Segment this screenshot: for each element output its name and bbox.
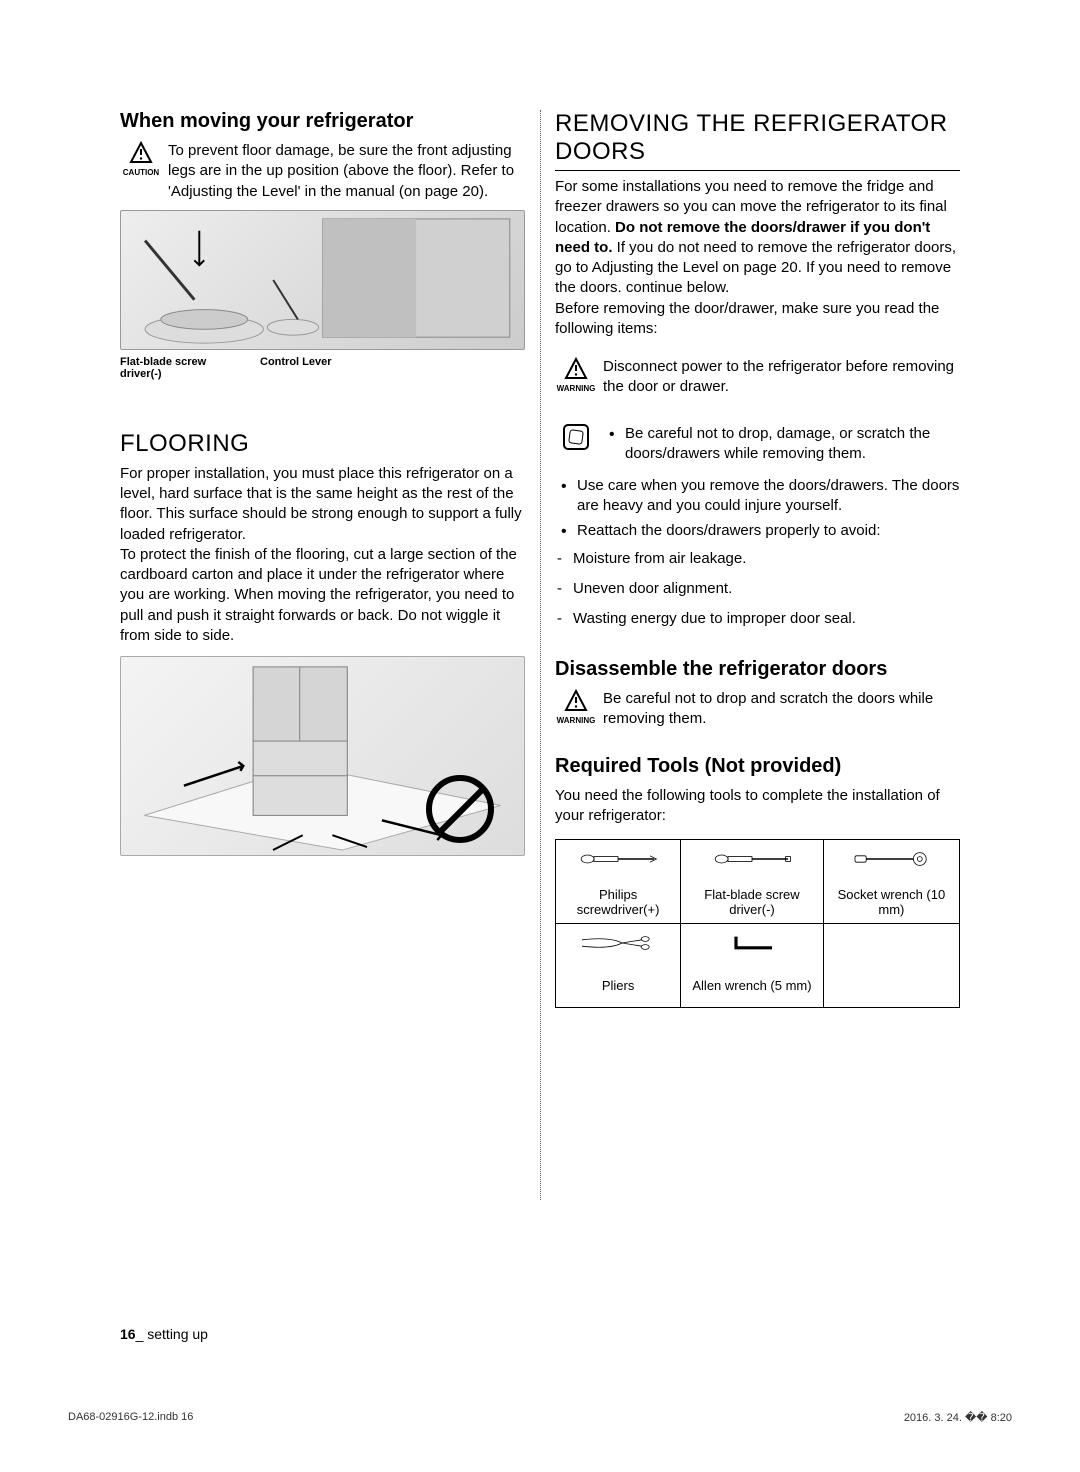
label-flat-blade: Flat-blade screw driver(-) xyxy=(120,356,240,380)
label-control-lever: Control Lever xyxy=(260,356,332,380)
page-number: 16 xyxy=(120,1326,136,1342)
note-icon-col xyxy=(555,424,597,455)
bullet-1: Be careful not to drop, damage, or scrat… xyxy=(603,424,960,465)
column-divider xyxy=(540,110,541,1200)
caution-text: To prevent floor damage, be sure the fro… xyxy=(168,141,525,202)
warn-icon-col-2: WARNING xyxy=(555,689,597,725)
note-block: Be careful not to drop, damage, or scrat… xyxy=(555,424,960,469)
dash-2: Uneven door alignment. xyxy=(555,579,960,599)
warning-text-2: Be careful not to drop and scratch the d… xyxy=(603,689,960,730)
tool-icon-pliers xyxy=(556,923,681,965)
dash-list: Moisture from air leakage. Uneven door a… xyxy=(555,549,960,630)
warning-disassemble: WARNING Be careful not to drop and scrat… xyxy=(555,689,960,730)
removing-heading: REMOVING THE REFRIGERATOR DOORS xyxy=(555,110,960,171)
flooring-image xyxy=(120,656,525,856)
footer-meta: DA68-02916G-12.indb 16 2016. 3. 24. �� 8… xyxy=(68,1411,1012,1424)
page-content: When moving your refrigerator CAUTION To… xyxy=(120,110,960,1008)
dash-3: Wasting energy due to improper door seal… xyxy=(555,609,960,629)
tools-heading: Required Tools (Not provided) xyxy=(555,755,960,778)
removing-intro: For some installations you need to remov… xyxy=(555,177,960,299)
tool-label-pliers: Pliers xyxy=(556,965,681,1007)
tool-label-socket: Socket wrench (10 mm) xyxy=(823,881,959,923)
tool-label-allen: Allen wrench (5 mm) xyxy=(681,965,824,1007)
right-column: REMOVING THE REFRIGERATOR DOORS For some… xyxy=(555,110,960,1008)
footer-page: 16_ setting up xyxy=(120,1326,208,1342)
tool-icon-flatblade xyxy=(681,839,824,881)
tool-label-flatblade: Flat-blade screw driver(-) xyxy=(681,881,824,923)
warning-label: WARNING xyxy=(555,384,597,393)
prohibit-icon xyxy=(426,775,494,843)
tools-table: Philips screwdriver(+) Flat-blade screw … xyxy=(555,839,960,1008)
caution-block: CAUTION To prevent floor damage, be sure… xyxy=(120,141,525,202)
note-icon xyxy=(563,424,589,450)
warning-triangle-icon xyxy=(564,689,588,713)
image-labels: Flat-blade screw driver(-) Control Lever xyxy=(120,356,525,380)
tool-icon-philips xyxy=(556,839,681,881)
bullet-2: Use care when you remove the doors/drawe… xyxy=(555,476,960,517)
caution-icon-col: CAUTION xyxy=(120,141,162,177)
page-section: _ setting up xyxy=(136,1326,208,1342)
moving-heading: When moving your refrigerator xyxy=(120,110,525,133)
tool-label-empty xyxy=(823,965,959,1007)
caution-label: CAUTION xyxy=(120,168,162,177)
tools-intro: You need the following tools to complete… xyxy=(555,786,960,827)
flooring-p2: To protect the finish of the flooring, c… xyxy=(120,545,525,646)
warning-disconnect: WARNING Disconnect power to the refriger… xyxy=(555,357,960,398)
flooring-heading: FLOORING xyxy=(120,430,525,458)
left-column: When moving your refrigerator CAUTION To… xyxy=(120,110,525,1008)
note-bullets: Be careful not to drop, damage, or scrat… xyxy=(603,424,960,469)
intro-part2: If you do not need to remove the refrige… xyxy=(555,239,956,297)
leveling-legs-image xyxy=(120,210,525,350)
tool-icon-allen xyxy=(681,923,824,965)
bullet-3: Reattach the doors/drawers properly to a… xyxy=(555,521,960,541)
dash-1: Moisture from air leakage. xyxy=(555,549,960,569)
footer-file: DA68-02916G-12.indb 16 xyxy=(68,1411,193,1424)
removing-intro3: Before removing the door/drawer, make su… xyxy=(555,299,960,340)
warning-text: Disconnect power to the refrigerator bef… xyxy=(603,357,960,398)
warning-triangle-icon xyxy=(564,357,588,381)
footer-timestamp: 2016. 3. 24. �� 8:20 xyxy=(904,1411,1012,1424)
flooring-p1: For proper installation, you must place … xyxy=(120,464,525,545)
tool-label-philips: Philips screwdriver(+) xyxy=(556,881,681,923)
disassemble-heading: Disassemble the refrigerator doors xyxy=(555,658,960,681)
tool-icon-socket xyxy=(823,839,959,881)
warning-triangle-icon xyxy=(129,141,153,165)
tool-icon-empty xyxy=(823,923,959,965)
warn-icon-col: WARNING xyxy=(555,357,597,393)
warning-label-2: WARNING xyxy=(555,716,597,725)
outer-bullets: Use care when you remove the doors/drawe… xyxy=(555,476,960,541)
